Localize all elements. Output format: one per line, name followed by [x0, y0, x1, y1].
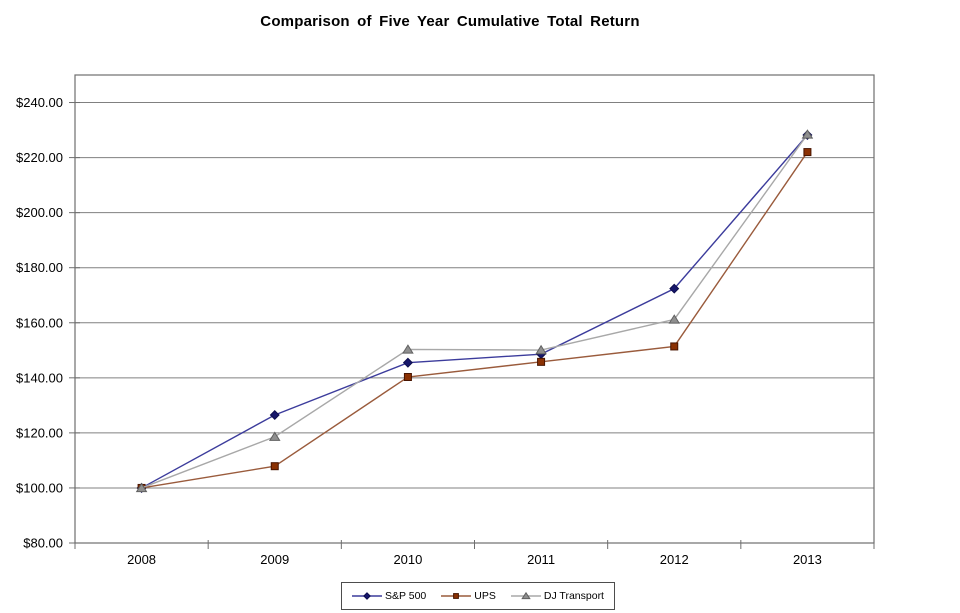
legend-label: DJ Transport — [543, 590, 604, 602]
series-line-ups — [141, 151, 808, 489]
series-line-s-p-500 — [141, 134, 808, 489]
series-line-dj-transport — [141, 134, 808, 489]
chart-title: Comparison of Five Year Cumulative Total… — [260, 13, 640, 30]
legend-swatch-triangle-icon — [510, 591, 541, 600]
legend-label: UPS — [474, 590, 496, 602]
y-tick-label: $160.00 — [16, 315, 63, 330]
legend-item-ups: UPS — [441, 590, 496, 602]
legend-label: S&P 500 — [385, 590, 427, 602]
plot-border — [74, 74, 875, 544]
marker-square-icon — [270, 462, 279, 471]
marker-diamond-icon — [402, 357, 413, 368]
y-tick-label: $100.00 — [16, 480, 63, 495]
y-tick-label: $180.00 — [16, 260, 63, 275]
y-tick-label: $220.00 — [16, 150, 63, 165]
y-tick-label: $140.00 — [16, 370, 63, 385]
legend-item-s-p-500: S&P 500 — [352, 590, 426, 602]
legend-swatch-square-icon — [441, 593, 472, 599]
marker-triangle-icon — [268, 431, 281, 441]
x-tick-label: 2010 — [393, 552, 422, 567]
marker-square-icon — [537, 357, 546, 366]
legend-item-dj-transport: DJ Transport — [510, 590, 604, 602]
marker-square-icon — [670, 342, 679, 351]
marker-triangle-icon — [801, 129, 814, 139]
x-tick-label: 2012 — [660, 552, 689, 567]
y-tick-label: $120.00 — [16, 425, 63, 440]
marker-square-icon — [453, 593, 460, 599]
marker-square-icon — [803, 148, 812, 157]
marker-triangle-icon — [135, 482, 148, 493]
x-tick-label: 2013 — [793, 552, 822, 567]
legend: S&P 500 UPS DJ Transport — [341, 582, 615, 610]
x-tick-label: 2008 — [127, 552, 156, 567]
marker-triangle-icon — [521, 591, 531, 600]
marker-diamond-icon — [669, 283, 680, 294]
marker-diamond-icon — [363, 592, 371, 600]
marker-diamond-icon — [269, 409, 280, 420]
legend-swatch-diamond-icon — [352, 592, 383, 600]
marker-triangle-icon — [402, 344, 414, 354]
y-tick-label: $80.00 — [23, 536, 63, 551]
marker-triangle-icon — [535, 344, 547, 355]
y-tick-label: $200.00 — [16, 205, 63, 220]
marker-triangle-icon — [668, 314, 681, 324]
marker-square-icon — [403, 372, 412, 381]
x-tick-label: 2011 — [527, 552, 555, 567]
x-tick-label: 2009 — [260, 552, 289, 567]
y-tick-label: $240.00 — [16, 95, 63, 110]
